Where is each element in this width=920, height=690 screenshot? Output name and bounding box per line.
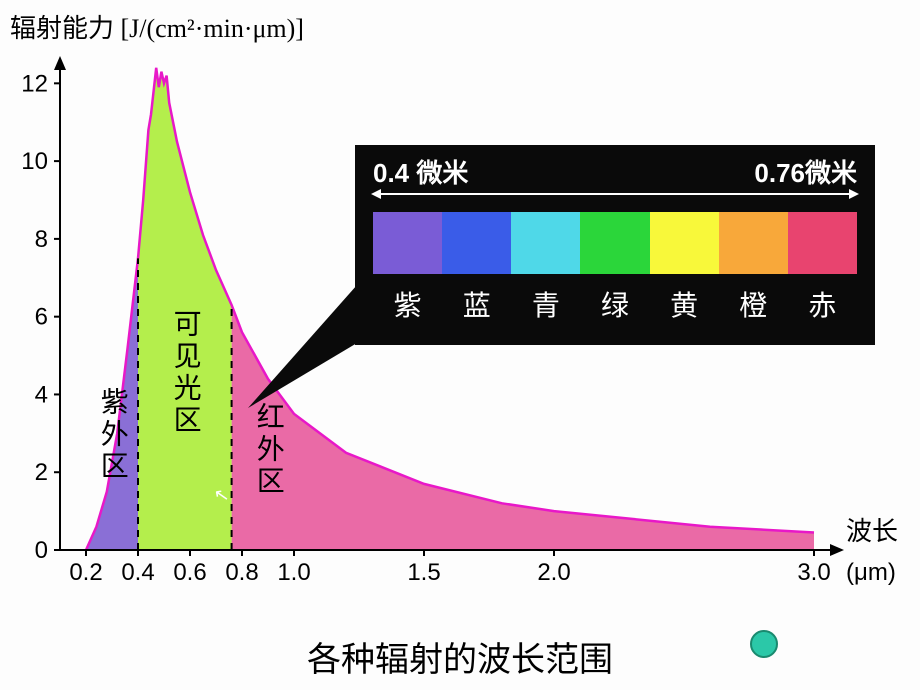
svg-text:12: 12	[21, 70, 48, 97]
spectrum-color	[719, 212, 788, 274]
spectrum-color-label: 绿	[580, 284, 649, 324]
decorative-circle-icon	[750, 630, 778, 658]
svg-text:0.4: 0.4	[121, 559, 154, 586]
svg-text:2: 2	[35, 459, 48, 486]
callout-range-labels: 0.4 微米 0.76微米	[355, 145, 875, 194]
svg-text:0.2: 0.2	[69, 559, 102, 586]
spectrum-color-label: 赤	[788, 284, 857, 324]
bottom-title: 各种辐射的波长范围	[0, 632, 920, 681]
spectrum-color	[580, 212, 649, 274]
region-label: 可见光区	[166, 309, 206, 437]
svg-text:0.8: 0.8	[225, 559, 258, 586]
svg-text:8: 8	[35, 226, 48, 253]
spectrum-labels: 紫蓝青绿黄橙赤	[355, 278, 875, 336]
svg-text:2.0: 2.0	[537, 559, 570, 586]
region-label: 紫外区	[93, 387, 133, 483]
region-label: 红外区	[249, 402, 289, 498]
svg-text:1.5: 1.5	[407, 559, 440, 586]
svg-text:波长: 波长	[846, 517, 898, 546]
svg-text:10: 10	[21, 148, 48, 175]
svg-text:3.0: 3.0	[797, 559, 830, 586]
callout-left-label: 0.4 微米	[373, 153, 468, 190]
svg-text:0: 0	[35, 537, 48, 564]
spectrum-bar	[373, 212, 857, 274]
spectrum-color	[511, 212, 580, 274]
callout-right-label: 0.76微米	[754, 153, 857, 190]
spectrum-color	[373, 212, 442, 274]
svg-text:4: 4	[35, 381, 48, 408]
spectrum-color	[442, 212, 511, 274]
svg-text:(μm): (μm)	[846, 559, 896, 586]
chart-container: 辐射能力 [J/(cm²·min·μm)] 0246810120.20.40.6…	[0, 0, 920, 690]
svg-text:6: 6	[35, 304, 48, 331]
spectrum-color-label: 蓝	[442, 284, 511, 324]
spectrum-color	[788, 212, 857, 274]
spectrum-color-label: 黄	[650, 284, 719, 324]
spectrum-color	[650, 212, 719, 274]
spectrum-color-label: 青	[511, 284, 580, 324]
range-arrow	[373, 193, 857, 195]
svg-text:0.6: 0.6	[173, 559, 206, 586]
spectrum-color-label: 橙	[719, 284, 788, 324]
svg-text:1.0: 1.0	[277, 559, 310, 586]
spectrum-callout: 0.4 微米 0.76微米 紫蓝青绿黄橙赤	[355, 145, 875, 345]
spectrum-color-label: 紫	[373, 284, 442, 324]
chart-svg: 0 2 4 6 8 10 12 0.2 0.4 0.6 0.8 1.0 1.5 2.0 3.0 波长 (μm)	[0, 0, 920, 690]
